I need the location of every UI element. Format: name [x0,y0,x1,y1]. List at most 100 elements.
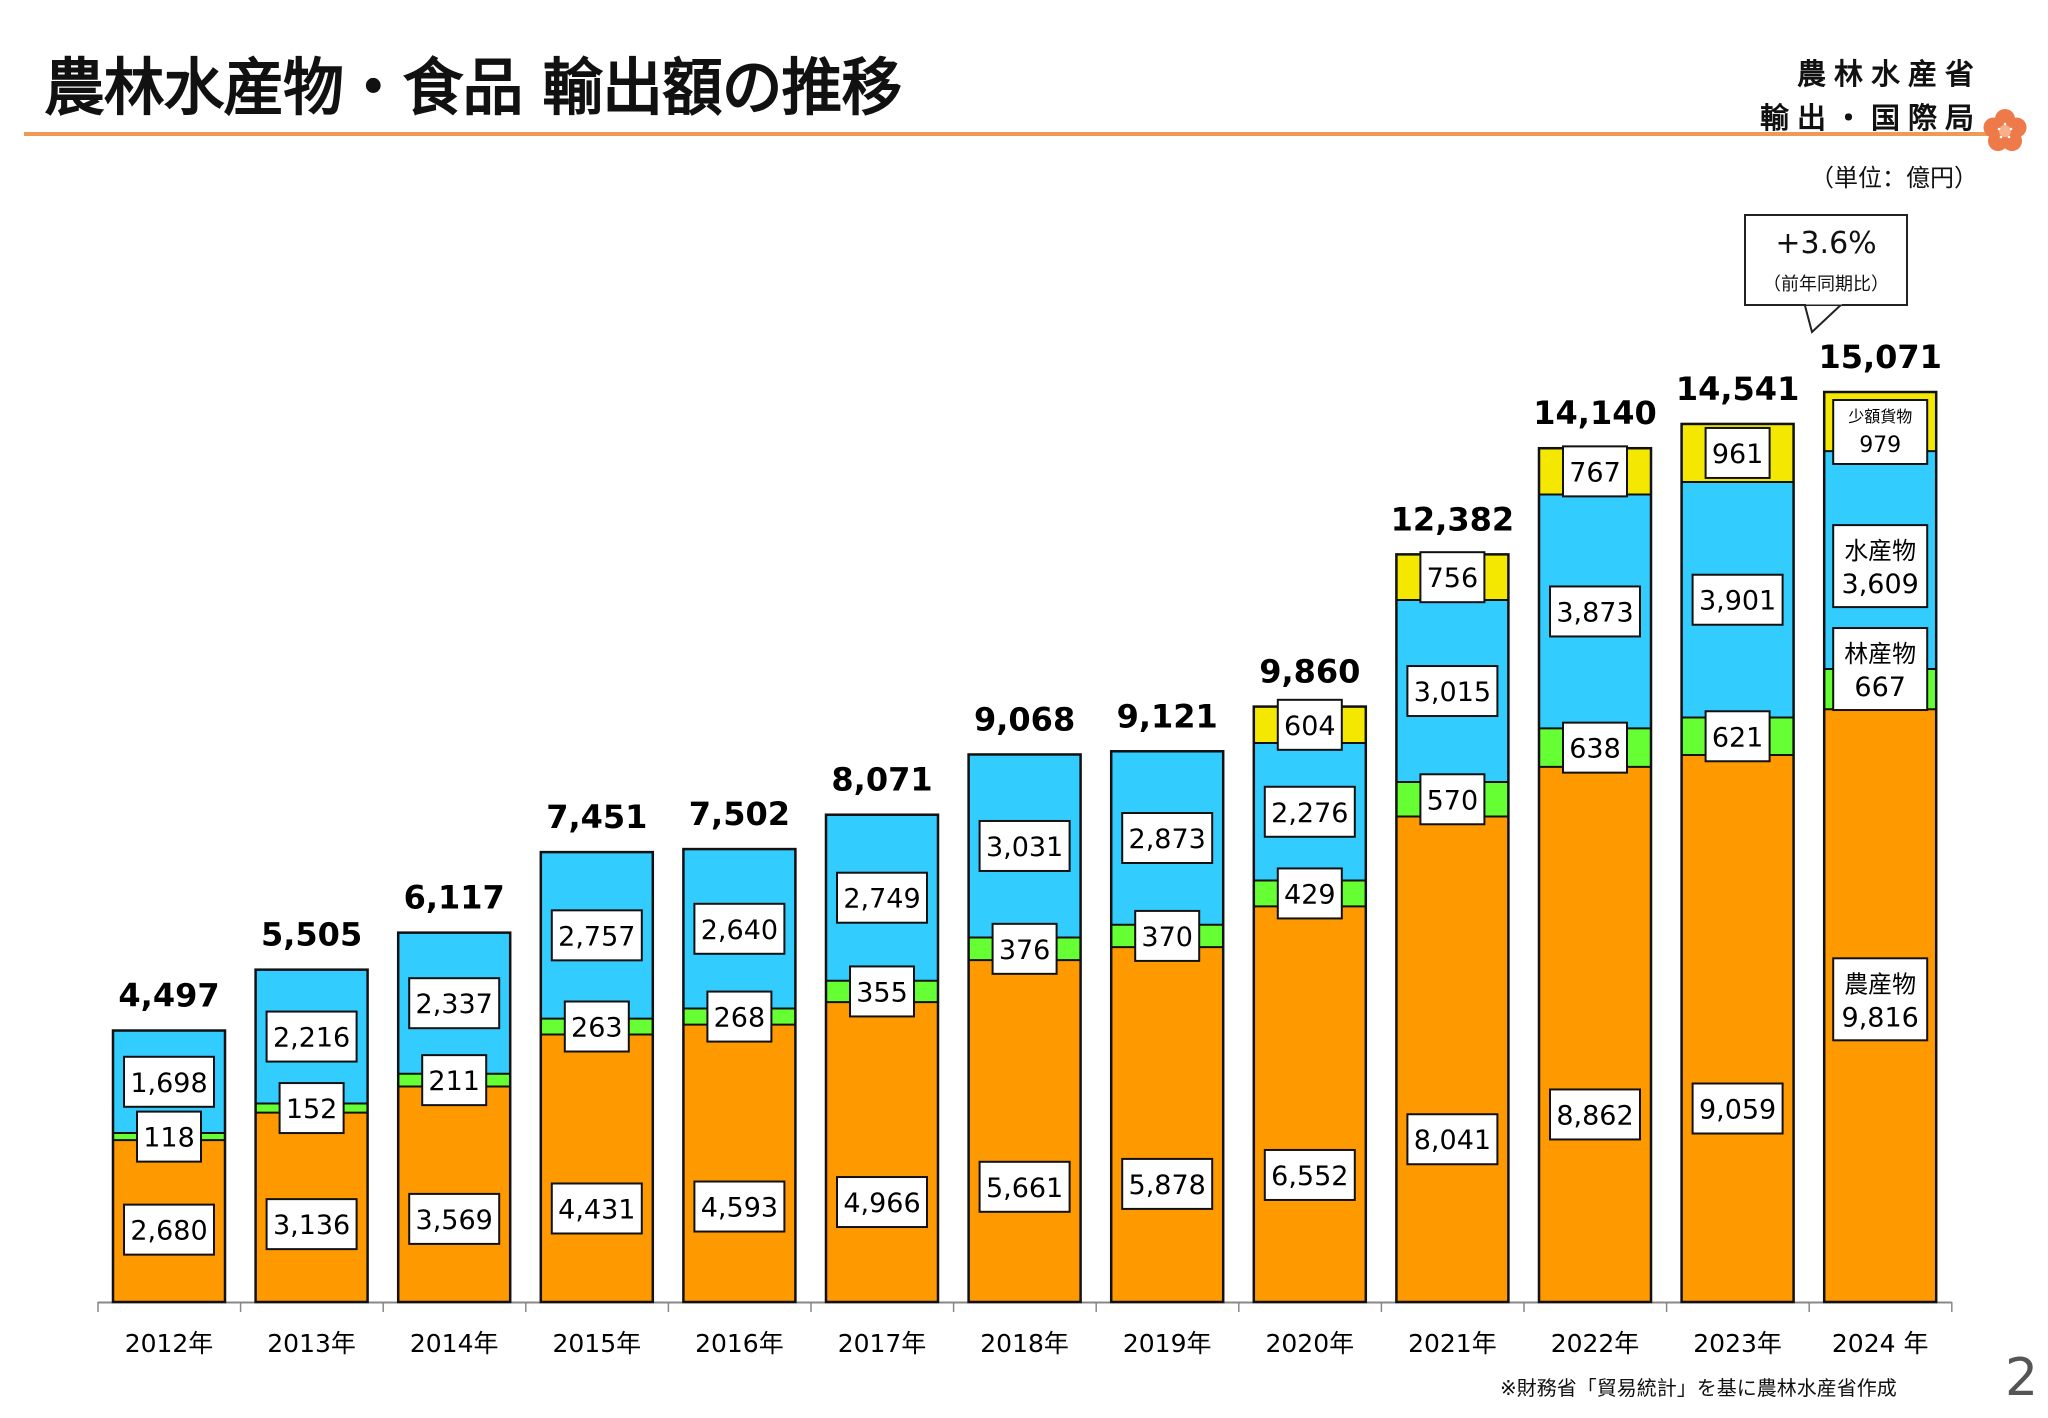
value-label-frame [1549,1088,1641,1141]
value-label-frame [1121,812,1214,865]
total-label: 12,382 [1391,500,1514,538]
value-label-box: 3,136 [265,1198,358,1251]
value-label-frame [836,871,928,924]
value-label: 9,816 [1842,1002,1919,1033]
value-label-frame [978,819,1071,872]
value-label: 2,640 [701,915,778,946]
total-label: 7,451 [546,798,647,836]
value-label-frame [1121,1157,1214,1210]
page-title: 農林水産物・食品 輸出額の推移 [44,51,902,124]
x-tick-label: 2023年 [1693,1329,1782,1358]
value-label-box: 9,059 [1691,1082,1784,1135]
bar-group: 12,382 2021年 [1391,500,1514,1358]
x-tick-label: 2016年 [695,1329,784,1358]
value-label-frame [421,1054,488,1107]
value-label-frame [1562,721,1628,774]
value-label-frame [278,1082,345,1135]
x-tick-label: 2024 年 [1832,1329,1929,1358]
value-label: 429 [1284,879,1336,910]
organization-name: 農林水産省 輸出・国際局 [1760,52,1982,140]
value-label-frame [693,1180,786,1233]
value-label-frame [408,1192,501,1245]
value-label-box: 水産物 3,609 [1832,524,1929,609]
value-label-box: 5,878 [1121,1157,1214,1210]
value-label: 8,041 [1414,1125,1491,1156]
bar-outline [539,850,655,1304]
value-label: 621 [1712,722,1764,753]
value-label-box: 8,862 [1549,1088,1641,1141]
bar-group: 14,140 2022年 [1533,394,1656,1358]
value-label: 2,216 [273,1023,350,1054]
x-tick-label: 2021年 [1408,1329,1497,1358]
value-label-frame [836,1176,928,1229]
x-tick-label: 2018年 [980,1329,1069,1358]
value-label-box: 2,749 [836,871,928,924]
value-label-frame [849,965,915,1018]
x-tick-label: 2012年 [125,1329,214,1358]
value-label-box: 355 [849,965,915,1018]
value-label: 152 [286,1094,338,1125]
bar-outline [682,847,797,1304]
value-label: 961 [1712,439,1764,470]
plum-blossom-icon [1983,109,2027,151]
value-label-box: 152 [278,1082,345,1135]
value-label-box: 6,552 [1263,1148,1356,1201]
value-label-frame [123,1203,215,1256]
total-label: 14,140 [1533,394,1656,432]
value-label: 1,698 [130,1068,207,1099]
value-label: 8,862 [1556,1100,1633,1131]
value-label-box: 268 [706,990,773,1043]
value-label: 118 [143,1123,195,1154]
bar-outline [1822,390,1938,1304]
value-label-box: 4,966 [836,1176,928,1229]
value-label: 2,680 [130,1216,207,1247]
source-note: ※財務省「貿易統計」を基に農林水産省作成 [1500,1376,1897,1400]
value-label-box: 林産物 667 [1832,627,1929,712]
value-label-box: 5,661 [978,1160,1071,1213]
bar-group: 15,071 2024 年 [1818,338,1941,1358]
value-label-frame [1832,957,1929,1042]
value-label-box: 2,337 [408,977,501,1030]
value-label-frame [1419,551,1486,604]
value-label: 263 [571,1013,623,1044]
bar-group: 14,541 2023年 [1676,370,1799,1358]
bar-group: 9,860 2020年 [1252,653,1368,1358]
x-tick-label: 2014年 [410,1329,499,1358]
value-label: 2,757 [558,921,635,952]
value-label-box: 3,873 [1549,585,1641,638]
value-label: 370 [1141,922,1193,953]
value-label-box: 370 [1134,909,1201,962]
value-label: 9,059 [1699,1095,1776,1126]
total-label: 9,121 [1117,697,1218,735]
bar-group: 5,505 2013年 [254,916,369,1358]
bar-segment-agri [1111,947,1224,1302]
bar-segment-agri [1681,755,1794,1302]
value-label: 5,878 [1129,1170,1206,1201]
bar-group: 6,117 2014年 [396,879,512,1358]
x-tick-label: 2019年 [1123,1329,1212,1358]
value-label-box: 621 [1704,710,1771,763]
value-label: 2,873 [1129,824,1206,855]
value-label-box: 756 [1419,551,1486,604]
value-label-box: 2,276 [1263,785,1356,838]
value-label-frame [563,1000,630,1053]
value-label-box: 263 [563,1000,630,1053]
value-label-frame [1832,399,1929,465]
total-label: 9,860 [1259,653,1360,691]
bar-outline [254,968,369,1304]
bar-group: 4,497 2012年 [111,977,227,1358]
unit-label: （単位：億円） [1810,164,1978,192]
bar-segment-agri [968,960,1081,1302]
series-name-label: 林産物 [1844,640,1916,668]
value-label-frame [550,909,643,962]
bar-segment-agri [1396,816,1509,1302]
x-tick-label: 2022年 [1551,1329,1640,1358]
bar-outline [396,931,512,1304]
value-label: 3,569 [416,1205,493,1236]
value-label: 979 [1859,433,1901,458]
total-label: 4,497 [118,977,219,1015]
value-label-box: 2,216 [265,1010,358,1063]
value-label-frame [1419,773,1486,826]
callout-pointer-cover [1806,301,1842,305]
